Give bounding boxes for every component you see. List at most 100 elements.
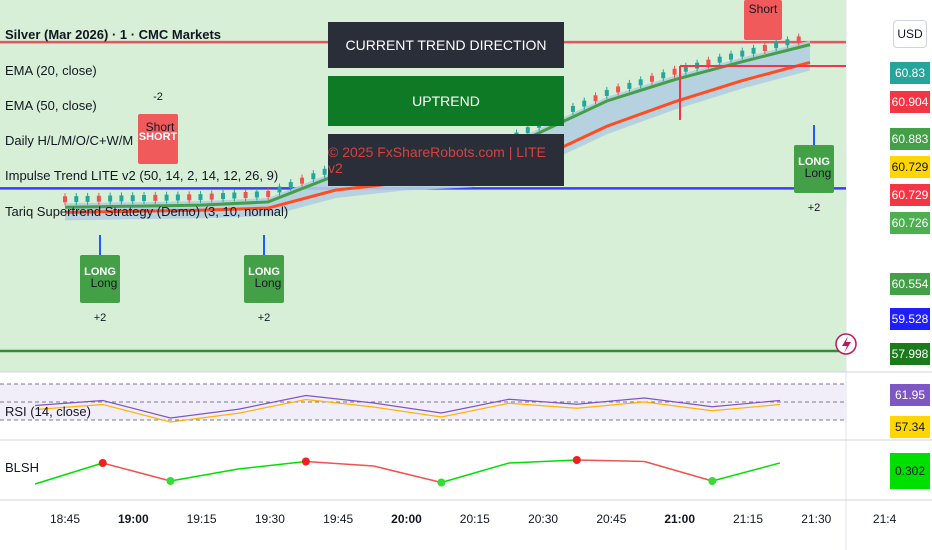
price-tag-low: 60.554 [890,273,930,295]
candle-body [164,194,169,201]
price-tag-support: 59.528 [890,308,930,330]
candle-body [119,195,124,202]
candle-body [63,196,67,203]
time-axis-label: 19:15 [186,512,217,526]
blsh-segment [509,459,577,464]
candle-body [774,42,779,49]
candle-body [130,195,135,202]
candle-body [570,105,575,112]
indicator-ema50-label[interactable]: EMA (50, close) [5,98,97,113]
rsi-tag: 61.95 [890,384,930,406]
long-signal-label: Long [805,166,832,180]
indicator-impulse-label[interactable]: Impulse Trend LITE v2 (50, 14, 2, 14, 12… [5,168,279,183]
candle-body [232,192,237,199]
candle-body [288,182,293,189]
blsh-segment [576,459,645,463]
time-axis-label: 18:45 [49,512,81,526]
blsh-label[interactable]: BLSH [5,460,39,475]
short-signal-label-2: Short [749,2,778,16]
blsh-segment [34,462,103,485]
long-signal-box [80,255,120,303]
rsi-ma-line [34,398,781,423]
time-axis-label: 21:15 [732,512,764,526]
blsh-pivot [708,477,717,485]
candle-body [616,86,621,93]
time-axis-label: 19:30 [254,512,285,526]
trend-panel-watermark: © 2025 FxShareRobots.com | LITE v2 [328,134,564,186]
rsi-label[interactable]: RSI (14, close) [5,404,91,419]
time-axis-label: 19:00 [117,512,149,526]
long-signal-value: +2 [808,202,821,214]
candle-body [672,68,677,75]
indicator-supertrend-label[interactable]: Tariq Supertrend Strategy (Demo) (3, 10,… [5,204,289,219]
time-axis-label: 20:30 [528,512,559,526]
candle-body [627,82,632,89]
candle-body [175,194,180,201]
candle-body [221,193,226,200]
time-axis-label: 20:15 [459,512,490,526]
candle-body [108,195,113,202]
currency-button[interactable]: USD [893,20,927,48]
blsh-pivot [166,477,175,485]
candle-body [209,193,214,200]
price-tag-mid: 60.726 [890,212,930,234]
candle-body [198,194,203,201]
candle-body [649,75,654,82]
long-signal-value: +2 [94,312,107,324]
indicator-ema20-label[interactable]: EMA (20, close) [5,63,97,78]
time-axis-label: 19:45 [323,512,354,526]
blsh-pivot [98,459,107,467]
rsi-line [34,394,781,419]
short-signal-box [138,114,178,164]
candle-body [85,195,90,202]
candle-body [153,194,158,201]
price-tag-ema50: 60.883 [890,128,930,150]
candle-body [751,47,756,54]
blsh-segment [102,462,171,482]
price-tag-daily: 60.729 [890,156,930,178]
long-signal-box [244,255,284,303]
blsh-pivot [572,456,581,464]
blsh-tag: 0.302 [890,453,930,489]
price-tag-last: 60.83 [890,62,930,84]
long-signal-label: Long [255,276,282,290]
trend-panel-heading: CURRENT TREND DIRECTION [328,22,564,68]
long-signal-value: +2 [258,312,271,324]
candle-body [740,50,745,57]
long-signal-box [794,145,834,193]
candle-body [762,44,767,51]
candle-body [717,56,722,63]
price-tag-ema20: 60.904 [890,91,930,113]
candle-body [74,196,79,203]
lightning-icon-bolt [842,336,851,353]
time-axis-label: 20:45 [596,512,627,526]
short-signal-label: Short [146,120,175,134]
blsh-segment [441,462,510,484]
short-signal-box-2 [744,0,782,40]
candle-body [254,191,259,198]
trend-panel-value: UPTREND [328,76,564,126]
blsh-segment [373,465,442,484]
candle-body [661,72,666,79]
blsh-segment [170,468,239,482]
blsh-pivot [437,478,446,487]
candle-body [582,100,587,107]
candle-body [525,127,530,134]
long-signal-badge: LONG [84,266,116,278]
candle-body [593,95,598,102]
candle-body [277,186,282,193]
long-signal-badge: LONG [248,266,280,278]
candle-body [638,79,643,86]
time-axis-label: 21:30 [801,512,832,526]
candle-body [604,89,609,96]
price-tag-open: 60.729 [890,184,930,206]
candle-body [266,190,271,197]
candle-body [142,195,147,202]
candle-body [311,173,316,180]
blsh-segment [305,460,374,467]
short-signal-badge: SHORT [139,131,178,143]
chart-title[interactable]: Silver (Mar 2026) · 1 · CMC Markets [5,27,222,42]
time-axis-label: 21:4 [872,512,897,526]
indicator-daily-levels-label[interactable]: Daily H/L/M/O/C+W/M [5,133,134,148]
